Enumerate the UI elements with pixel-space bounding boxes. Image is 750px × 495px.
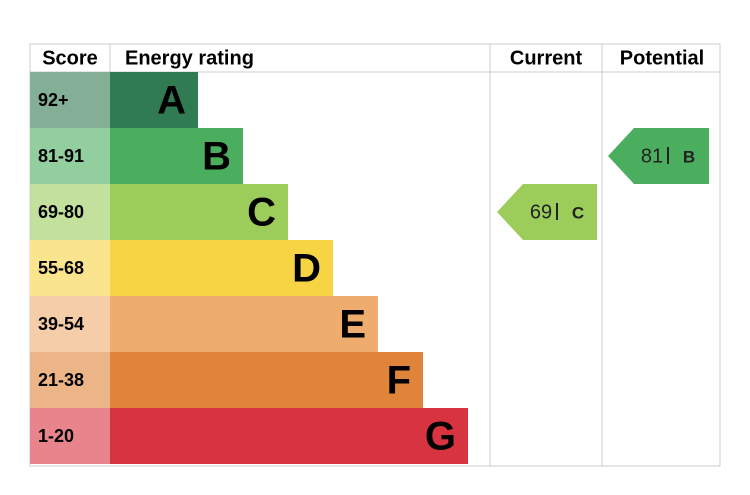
rating-letter-small: B [683,147,695,166]
rating-letter: A [157,79,186,123]
score-label: 81-91 [38,146,84,166]
score-label: 55-68 [38,258,84,278]
score-cell [30,128,110,184]
rating-letter: G [425,415,456,459]
score-cell [30,408,110,464]
rating-value: 81 [641,145,663,167]
header: Current [510,47,583,69]
score-cell [30,240,110,296]
score-label: 92+ [38,90,69,110]
rating-letter: E [339,303,366,347]
score-cell [30,184,110,240]
rating-bar [110,296,378,352]
rating-arrow [497,184,597,240]
score-label: 69-80 [38,202,84,222]
rating-letter: F [387,359,411,403]
score-label: 1-20 [38,426,74,446]
rating-bar [110,184,288,240]
rating-bar [110,128,243,184]
rating-bar [110,352,423,408]
score-tint [30,72,110,128]
score-cell [30,296,110,352]
score-tint [30,184,110,240]
rating-arrow [608,128,709,184]
score-label: 21-38 [38,370,84,390]
rating-letter-small: C [572,203,584,222]
rating-bar [110,240,333,296]
score-tint [30,240,110,296]
header: Score [42,47,98,69]
score-tint [30,296,110,352]
score-tint [30,352,110,408]
score-cell [30,72,110,128]
score-tint [30,408,110,464]
header: Potential [620,47,704,69]
score-cell [30,352,110,408]
rating-value: 69 [530,201,552,223]
rating-bar [110,408,468,464]
rating-letter: C [247,191,276,235]
header: Energy rating [125,47,254,69]
rating-bar [110,72,198,128]
score-tint [30,128,110,184]
rating-letter: B [202,135,231,179]
score-label: 39-54 [38,314,84,334]
rating-letter: D [292,247,321,291]
